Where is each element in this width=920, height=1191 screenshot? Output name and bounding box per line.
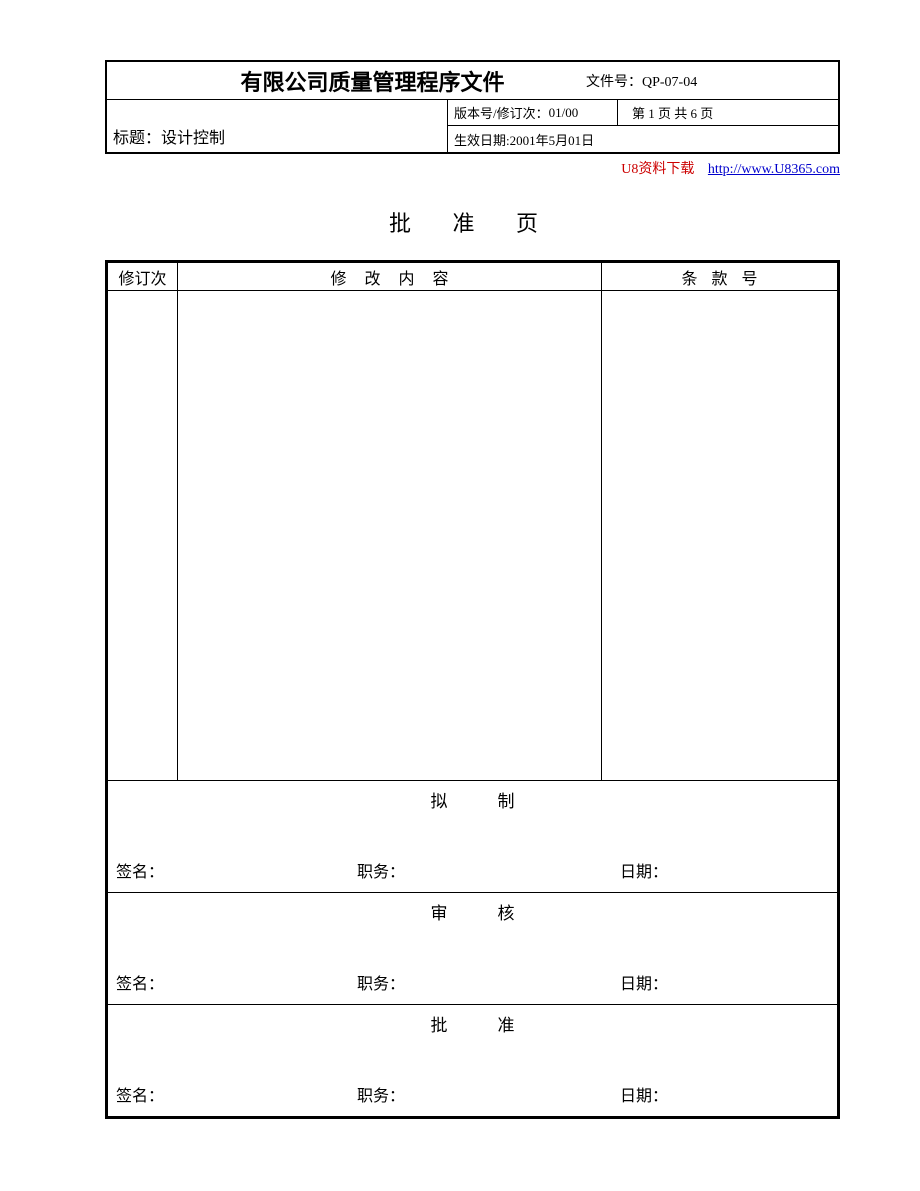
version-value: 01/00	[549, 105, 579, 121]
version-cell: 版本号/修订次：01/00	[448, 100, 618, 125]
col-header-revno: 修订次	[108, 263, 178, 290]
col-body-revno	[108, 291, 178, 780]
subject-cell: 标题：设计控制	[107, 100, 447, 152]
signature-block-draft: 拟制 签名： 职务： 日期：	[108, 781, 837, 893]
credit-label: U8资料下载	[621, 162, 694, 177]
credit-line: U8资料下载 http://www.U8365.com	[105, 158, 840, 178]
header-row-meta: 标题：设计控制 版本号/修订次：01/00 第 1 页 共 6 页 生效日期:2…	[107, 100, 838, 152]
credit-link[interactable]: http://www.U8365.com	[708, 162, 840, 177]
sig-name-label: 签名：	[116, 970, 325, 994]
page-indicator: 第 1 页 共 6 页	[618, 103, 838, 122]
header-row-title: 有限公司质量管理程序文件 文件号：QP-07-04	[107, 62, 838, 100]
col-body-content	[178, 291, 602, 780]
sig-date-label: 日期：	[566, 1082, 829, 1106]
revision-header-row: 修订次 修改内容 条款号	[108, 263, 837, 291]
header-box: 有限公司质量管理程序文件 文件号：QP-07-04 标题：设计控制 版本号/修订…	[105, 60, 840, 154]
sig-name-label: 签名：	[116, 858, 325, 882]
sig-duty-label: 职务：	[325, 970, 566, 994]
sig-line-approve: 签名： 职务： 日期：	[108, 1038, 837, 1116]
doc-number: 文件号：QP-07-04	[578, 71, 838, 91]
document-page: 有限公司质量管理程序文件 文件号：QP-07-04 标题：设计控制 版本号/修订…	[105, 60, 840, 1119]
sig-line-review: 签名： 职务： 日期：	[108, 926, 837, 1004]
col-header-clause: 条款号	[602, 263, 837, 290]
signature-block-approve: 批准 签名： 职务： 日期：	[108, 1005, 837, 1116]
sig-name-label: 签名：	[116, 1082, 325, 1106]
col-body-clause	[602, 291, 837, 780]
sig-date-label: 日期：	[566, 970, 829, 994]
approval-page-title: 批 准 页	[105, 206, 840, 238]
effective-date-cell: 生效日期:2001年5月01日	[448, 126, 838, 152]
sig-duty-label: 职务：	[325, 858, 566, 882]
version-page-row: 版本号/修订次：01/00 第 1 页 共 6 页	[448, 100, 838, 126]
sig-title-review: 审核	[108, 893, 837, 926]
title-prefix: 有限公司	[240, 70, 328, 95]
subject-value: 设计控制	[161, 124, 225, 148]
title-main: 质量管理程序文件	[329, 70, 505, 95]
subject-label: 标题：	[113, 124, 161, 148]
effective-value: 2001年5月01日	[510, 130, 595, 149]
revision-body-row	[108, 291, 837, 781]
sig-duty-label: 职务：	[325, 1082, 566, 1106]
document-title: 有限公司质量管理程序文件	[107, 65, 578, 97]
version-label: 版本号/修订次：	[454, 103, 549, 122]
signature-block-review: 审核 签名： 职务： 日期：	[108, 893, 837, 1005]
approval-table: 修订次 修改内容 条款号 拟制 签名： 职务： 日期： 审核 签名： 职务： 日…	[105, 260, 840, 1119]
effective-label: 生效日期:	[454, 130, 510, 149]
sig-title-approve: 批准	[108, 1005, 837, 1038]
sig-line-draft: 签名： 职务： 日期：	[108, 814, 837, 892]
sig-title-draft: 拟制	[108, 781, 837, 814]
col-header-content: 修改内容	[178, 263, 602, 290]
docno-label: 文件号：	[586, 75, 642, 90]
header-right-block: 版本号/修订次：01/00 第 1 页 共 6 页 生效日期:2001年5月01…	[447, 100, 838, 152]
sig-date-label: 日期：	[566, 858, 829, 882]
docno-value: QP-07-04	[642, 75, 697, 90]
